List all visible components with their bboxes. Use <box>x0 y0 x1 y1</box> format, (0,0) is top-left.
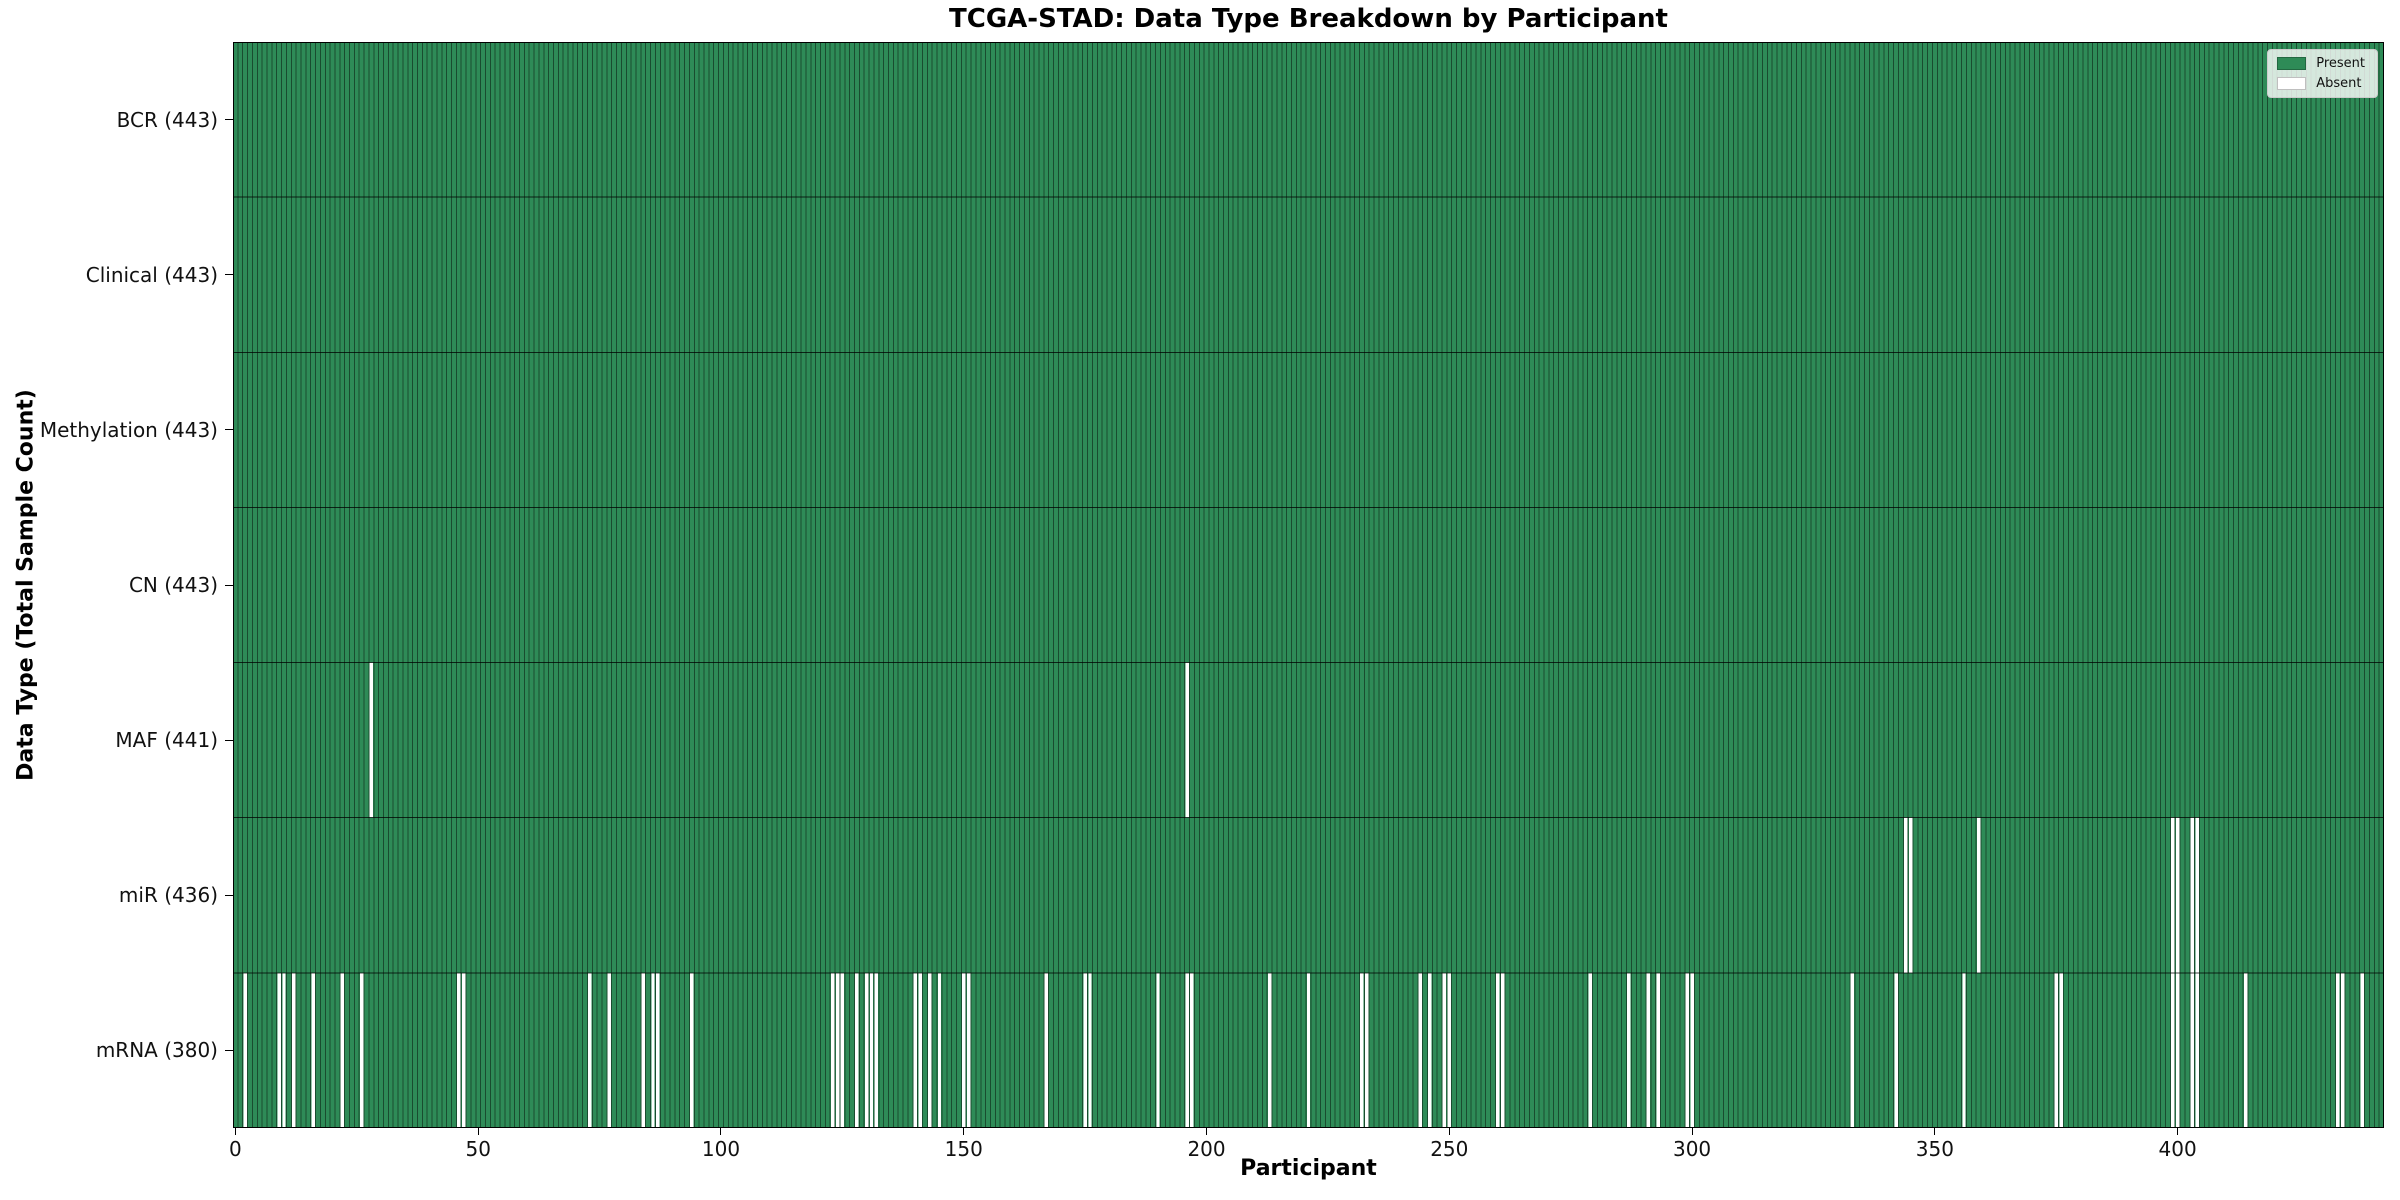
x-tick-label-200: 200 <box>1187 1137 1226 1161</box>
x-tick-label-350: 350 <box>1915 1137 1954 1161</box>
x-tick-label-400: 400 <box>2158 1137 2197 1161</box>
x-tick-mark <box>1206 1128 1208 1135</box>
y-tick-mark <box>225 274 233 276</box>
x-tick-mark <box>2177 1128 2179 1135</box>
x-tick-label-250: 250 <box>1430 1137 1469 1161</box>
x-tick-mark <box>234 1128 236 1135</box>
x-axis-title: Participant <box>1240 1156 1377 1181</box>
x-tick-label-150: 150 <box>944 1137 983 1161</box>
x-tick-mark <box>1448 1128 1450 1135</box>
y-tick-label-cn: CN (443) <box>128 573 218 597</box>
y-tick-label-bcr: BCR (443) <box>116 107 218 132</box>
x-tick-mark <box>1934 1128 1936 1135</box>
x-tick-mark <box>1691 1128 1693 1135</box>
plot-area: Present Absent <box>233 42 2384 1128</box>
x-tick-label-0: 0 <box>229 1137 242 1161</box>
legend: Present Absent <box>2267 49 2378 98</box>
legend-label-absent: Absent <box>2316 76 2362 91</box>
y-tick-mark <box>225 739 233 741</box>
y-tick-mark <box>225 894 233 896</box>
x-tick-mark <box>720 1128 722 1135</box>
x-tick-mark <box>963 1128 965 1135</box>
x-tick-label-100: 100 <box>701 1137 741 1161</box>
x-tick-mark <box>477 1128 479 1135</box>
y-tick-label-methylation: Methylation (443) <box>39 417 218 442</box>
y-tick-mark <box>225 119 233 121</box>
x-tick-label-300: 300 <box>1672 1137 1712 1161</box>
y-tick-label-maf: MAF (441) <box>115 728 218 753</box>
legend-item-present: Present <box>2277 57 2365 70</box>
y-tick-label-mir: miR (436) <box>118 883 218 908</box>
absent-swatch <box>2277 77 2307 90</box>
chart-title: TCGA-STAD: Data Type Breakdown by Partic… <box>949 4 1668 34</box>
y-tick-mark <box>225 429 233 431</box>
y-tick-label-clinical: Clinical (443) <box>85 262 218 287</box>
heatmap-grid <box>233 42 2384 1128</box>
present-swatch <box>2277 57 2307 70</box>
y-tick-mark <box>225 1049 233 1051</box>
x-tick-label-50: 50 <box>465 1137 491 1161</box>
legend-item-absent: Absent <box>2277 77 2365 90</box>
legend-label-present: Present <box>2316 56 2365 71</box>
y-tick-label-mrna: mRNA (380) <box>95 1038 218 1063</box>
y-tick-mark <box>225 584 233 586</box>
